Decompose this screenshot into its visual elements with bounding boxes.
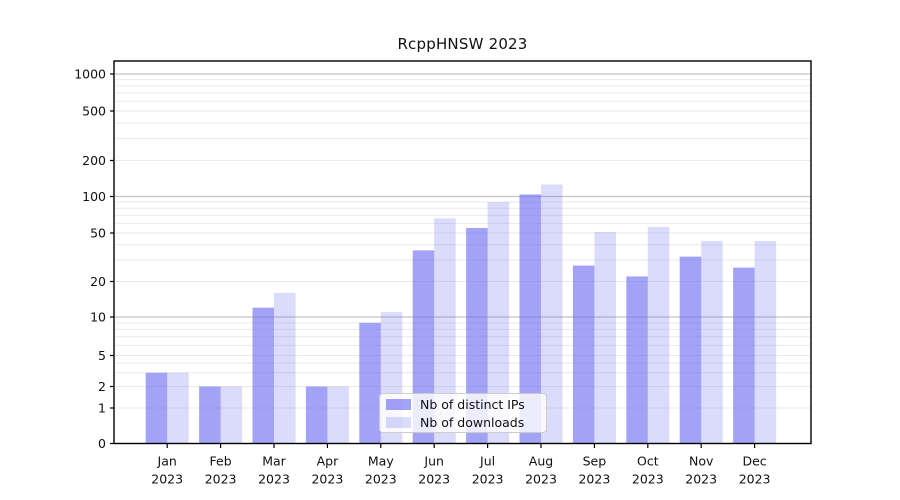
legend-swatch-distinct-ips: [386, 398, 411, 410]
x-tick-label-aug: Aug: [529, 454, 553, 469]
x-tick-label-oct: Oct: [637, 454, 659, 469]
bar-jul-distinct-ips: [466, 227, 488, 444]
axes-spines: [113, 60, 812, 445]
x-tick-year-sep: 2023: [578, 472, 610, 487]
x-tick-year-may: 2023: [365, 472, 397, 487]
y-tick-label-0: 0: [98, 436, 106, 451]
legend-item-downloads: Nb of downloads: [386, 415, 538, 430]
bar-jan-downloads: [167, 372, 189, 444]
legend: Nb of distinct IPs Nb of downloads: [379, 393, 547, 433]
legend-swatch-downloads: [386, 416, 411, 428]
bar-aug-downloads: [541, 184, 563, 444]
x-tick-year-jan: 2023: [151, 472, 183, 487]
x-tick-year-feb: 2023: [205, 472, 237, 487]
bar-dec-distinct-ips: [733, 267, 755, 444]
legend-label-distinct-ips: Nb of distinct IPs: [420, 396, 525, 412]
y-tick-label-2: 2: [98, 379, 106, 394]
bar-mar-distinct-ips: [252, 307, 274, 444]
y-tick-label-1: 1: [98, 400, 106, 415]
bar-mar-downloads: [274, 292, 296, 444]
bar-may-distinct-ips: [359, 322, 381, 444]
bar-apr-downloads: [327, 386, 349, 444]
bar-oct-distinct-ips: [626, 276, 648, 444]
x-tick-label-jun: Jun: [423, 454, 444, 469]
y-tick-label-200: 200: [82, 153, 106, 168]
x-tick-label-jul: Jul: [479, 454, 495, 469]
bar-jan-distinct-ips: [145, 372, 168, 444]
x-tick-label-nov: Nov: [689, 454, 714, 469]
x-tick-year-jun: 2023: [418, 472, 450, 487]
bar-oct-downloads: [647, 227, 670, 444]
chart-title: RcppHNSW 2023: [397, 35, 528, 53]
y-tick-label-10: 10: [90, 309, 106, 324]
bar-nov-distinct-ips: [679, 256, 702, 444]
y-tick-label-1000: 1000: [74, 66, 106, 81]
bar-aug-distinct-ips: [519, 194, 541, 444]
y-tick-label-50: 50: [90, 225, 106, 240]
x-tick-year-dec: 2023: [739, 472, 771, 487]
x-tick-label-dec: Dec: [742, 454, 766, 469]
x-tick-label-sep: Sep: [583, 454, 607, 469]
x-tick-label-feb: Feb: [210, 454, 232, 469]
bar-nov-downloads: [701, 240, 723, 444]
y-tick-label-100: 100: [82, 189, 106, 204]
x-tick-year-jul: 2023: [472, 472, 504, 487]
x-tick-year-apr: 2023: [311, 472, 343, 487]
x-tick-label-jan: Jan: [157, 454, 177, 469]
bar-jun-downloads: [434, 218, 456, 444]
y-tick-label-500: 500: [82, 103, 106, 118]
x-tick-year-nov: 2023: [685, 472, 717, 487]
y-tick-label-5: 5: [98, 348, 106, 363]
bar-apr-distinct-ips: [305, 386, 328, 444]
bar-feb-distinct-ips: [199, 386, 221, 444]
bar-jul-downloads: [487, 202, 510, 444]
y-tick-label-20: 20: [90, 274, 106, 289]
x-tick-label-mar: Mar: [262, 454, 286, 469]
x-tick-label-apr: Apr: [317, 454, 339, 469]
x-tick-year-oct: 2023: [632, 472, 664, 487]
bar-feb-downloads: [220, 386, 243, 444]
legend-label-downloads: Nb of downloads: [420, 414, 525, 430]
bar-sep-distinct-ips: [572, 265, 595, 444]
x-tick-label-may: May: [368, 454, 394, 469]
x-tick-year-aug: 2023: [525, 472, 557, 487]
bar-sep-downloads: [594, 231, 616, 444]
legend-item-distinct-ips: Nb of distinct IPs: [386, 397, 538, 412]
bar-dec-downloads: [754, 240, 777, 444]
x-tick-year-mar: 2023: [258, 472, 290, 487]
